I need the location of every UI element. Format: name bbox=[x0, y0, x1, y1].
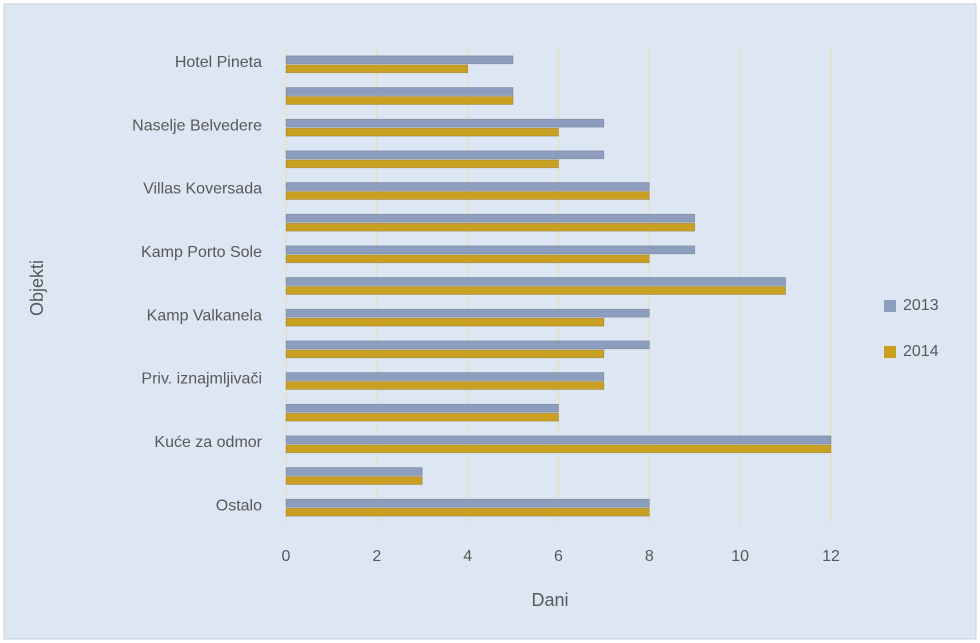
legend-swatch bbox=[884, 346, 896, 358]
bar bbox=[285, 444, 832, 454]
bar bbox=[285, 317, 605, 327]
bar bbox=[285, 349, 605, 359]
y-tick-label: Ostalo bbox=[216, 497, 262, 514]
bar bbox=[285, 191, 650, 200]
legend-label: 2013 bbox=[903, 297, 939, 314]
y-tick-label: Hotel Pineta bbox=[175, 54, 262, 71]
bar bbox=[285, 64, 468, 74]
y-tick-label: Villas Koversada bbox=[143, 181, 262, 198]
y-tick-label: Kuće za odmor bbox=[154, 434, 262, 451]
y-tick-label: Kamp Valkanela bbox=[147, 307, 262, 324]
bar bbox=[285, 372, 605, 381]
bar bbox=[285, 286, 786, 295]
bar bbox=[285, 245, 696, 255]
bar bbox=[285, 87, 514, 96]
bar bbox=[285, 127, 559, 137]
bar bbox=[285, 467, 423, 476]
legend-label: 2014 bbox=[903, 343, 939, 360]
bar bbox=[285, 118, 605, 128]
x-tick-label: 8 bbox=[645, 548, 654, 565]
bar bbox=[285, 340, 650, 350]
bar bbox=[285, 403, 559, 413]
bar bbox=[285, 412, 559, 422]
x-tick-label: 0 bbox=[282, 548, 291, 565]
bar bbox=[285, 213, 696, 223]
x-tick-label: 10 bbox=[731, 548, 749, 565]
x-tick-label: 4 bbox=[463, 548, 472, 565]
bar bbox=[285, 435, 832, 445]
bar bbox=[285, 381, 605, 390]
bar bbox=[285, 476, 423, 485]
bar bbox=[285, 507, 650, 517]
x-tick-label: 2 bbox=[372, 548, 381, 565]
y-axis-title: Objekti bbox=[27, 260, 47, 316]
bar bbox=[285, 55, 514, 65]
bar bbox=[285, 182, 650, 191]
y-tick-label: Priv. iznajmljivači bbox=[141, 371, 262, 388]
bar bbox=[285, 308, 650, 318]
bar bbox=[285, 254, 650, 264]
bar bbox=[285, 96, 514, 105]
x-tick-label: 6 bbox=[554, 548, 563, 565]
x-tick-label: 12 bbox=[822, 548, 840, 565]
legend-swatch bbox=[884, 300, 896, 312]
bar bbox=[285, 277, 786, 286]
bar bbox=[285, 498, 650, 508]
bar bbox=[285, 222, 696, 232]
bar bbox=[285, 159, 559, 169]
x-axis-title: Dani bbox=[531, 590, 568, 610]
bar bbox=[285, 150, 605, 160]
y-tick-label: Naselje Belvedere bbox=[132, 117, 262, 134]
y-tick-label: Kamp Porto Sole bbox=[141, 244, 262, 261]
